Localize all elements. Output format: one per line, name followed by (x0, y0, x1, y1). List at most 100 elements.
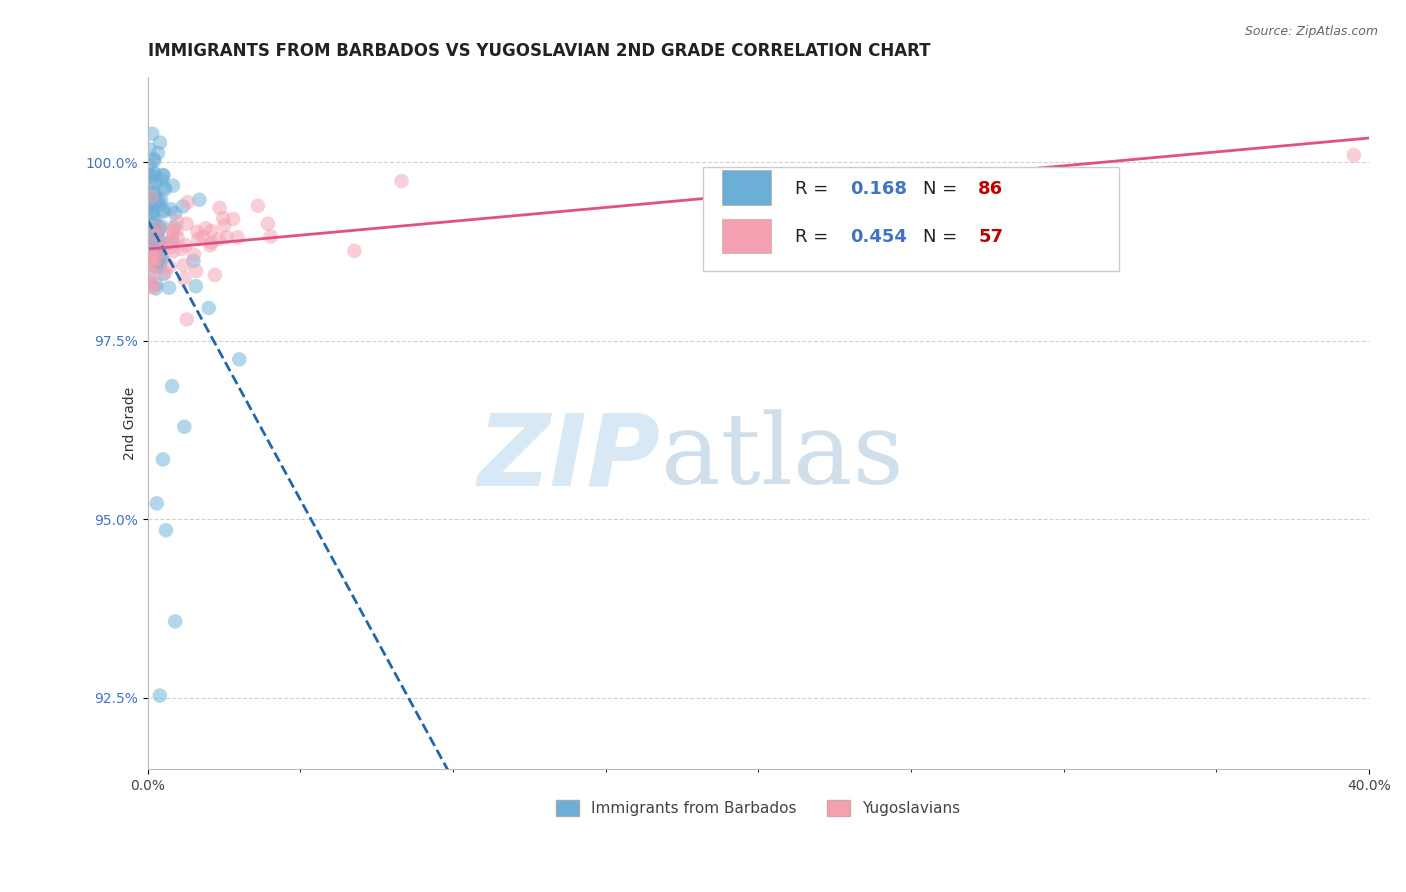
Point (208, 232, 231, 246)
Point (174, 238, 197, 252)
Point (152, 267, 174, 281)
Bar (721, 219, 770, 253)
Point (160, 379, 183, 393)
Point (200, 224, 222, 238)
Point (152, 169, 174, 183)
Point (146, 245, 169, 260)
Point (228, 352, 250, 367)
Point (142, 152, 165, 166)
Point (159, 202, 181, 217)
Point (145, 225, 167, 239)
Point (138, 236, 160, 251)
Point (138, 201, 160, 215)
Point (149, 689, 172, 703)
Point (162, 225, 184, 239)
Text: 0.168: 0.168 (851, 180, 907, 198)
Point (166, 224, 188, 238)
Point (170, 242, 193, 256)
Point (142, 280, 165, 294)
Point (141, 169, 163, 184)
Point (149, 239, 172, 253)
Point (172, 258, 194, 272)
Point (159, 235, 181, 250)
Point (260, 229, 283, 244)
Point (139, 195, 162, 210)
Text: 0.454: 0.454 (851, 228, 907, 246)
Point (143, 166, 166, 180)
Point (139, 223, 162, 237)
Point (212, 211, 235, 226)
Point (204, 268, 226, 282)
Point (194, 221, 217, 235)
Point (141, 127, 163, 141)
Point (176, 195, 198, 210)
Point (139, 279, 162, 293)
Point (200, 238, 222, 252)
Point (141, 194, 163, 208)
Point (142, 207, 165, 221)
Point (150, 172, 173, 186)
Point (141, 185, 163, 199)
Point (172, 199, 194, 213)
Point (146, 240, 169, 254)
Point (148, 222, 170, 236)
Point (145, 260, 167, 274)
Point (183, 253, 205, 268)
Point (139, 252, 162, 266)
Y-axis label: 2nd Grade: 2nd Grade (122, 386, 136, 459)
Point (246, 199, 269, 213)
Point (141, 227, 163, 241)
Point (150, 193, 173, 207)
Point (148, 220, 170, 235)
Point (166, 214, 188, 228)
Point (148, 221, 170, 235)
Point (139, 231, 162, 245)
Point (143, 186, 166, 200)
Point (146, 146, 169, 161)
Point (150, 219, 173, 234)
Point (148, 198, 170, 212)
Point (155, 266, 177, 280)
Point (145, 175, 167, 189)
Point (138, 199, 160, 213)
Point (142, 223, 165, 237)
Point (155, 236, 177, 251)
Text: N =: N = (924, 180, 963, 198)
Point (391, 174, 413, 188)
Point (187, 232, 209, 246)
Point (139, 277, 162, 291)
Point (152, 168, 174, 182)
Point (157, 281, 180, 295)
Point (215, 230, 238, 244)
Point (191, 229, 214, 244)
Bar (721, 170, 770, 205)
Point (141, 248, 163, 262)
Point (138, 158, 160, 172)
Point (165, 615, 187, 629)
Point (176, 217, 198, 231)
Point (152, 204, 174, 219)
Text: R =: R = (794, 228, 834, 246)
Point (146, 252, 169, 266)
Point (146, 237, 169, 252)
Point (160, 234, 183, 248)
Point (183, 247, 205, 261)
Point (143, 225, 166, 239)
Text: N =: N = (924, 228, 963, 246)
Point (143, 167, 166, 181)
Point (139, 200, 162, 214)
Point (143, 227, 166, 242)
Point (141, 190, 163, 204)
Point (222, 212, 245, 227)
Point (138, 142, 160, 156)
Point (155, 523, 177, 537)
Point (146, 236, 169, 251)
Point (143, 212, 166, 227)
Text: ZIP: ZIP (478, 409, 661, 506)
Point (146, 230, 169, 244)
Point (186, 225, 208, 239)
Point (139, 252, 162, 267)
Point (186, 264, 208, 278)
Point (166, 231, 188, 245)
Point (145, 277, 167, 292)
